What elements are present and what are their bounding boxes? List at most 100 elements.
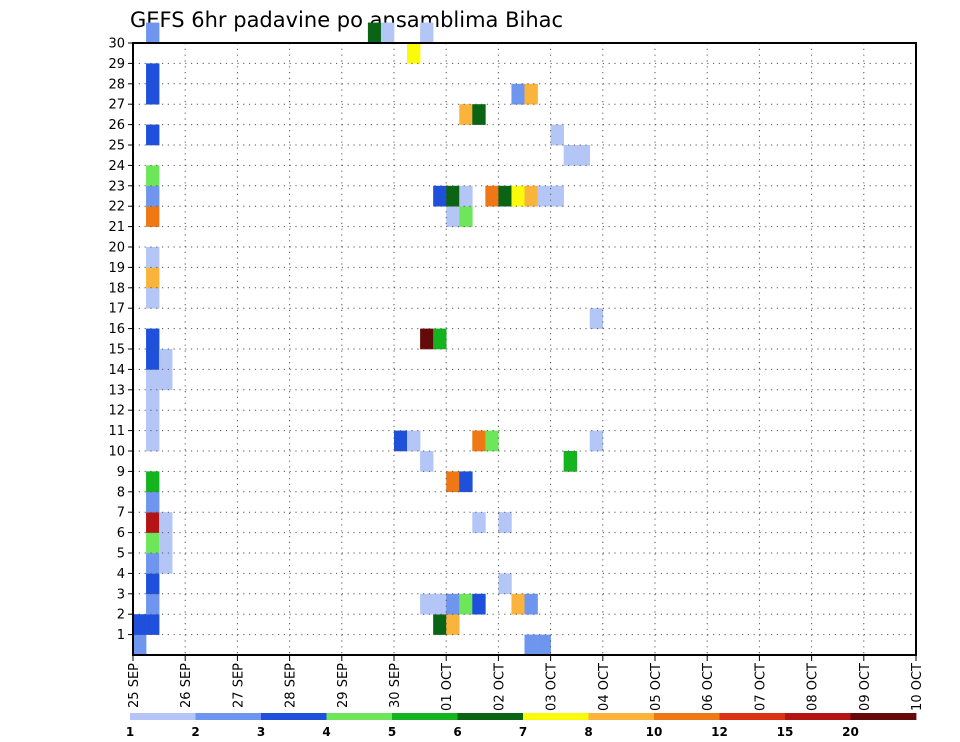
heatmap-cell	[420, 328, 434, 350]
y-tick-label: 7	[117, 506, 125, 521]
heatmap-cell	[367, 22, 382, 44]
heatmap-cell	[146, 491, 160, 513]
heatmap-cell	[472, 104, 486, 125]
heatmap-cell	[146, 165, 160, 187]
x-tick-label: 07 OCT	[753, 663, 768, 711]
colorbar-label: 4	[322, 725, 330, 739]
colorbar-swatch	[654, 713, 720, 720]
heatmap-cell	[524, 593, 538, 615]
colorbar-swatch	[785, 713, 851, 720]
heatmap-cell	[537, 634, 551, 656]
heatmap-cell	[446, 206, 460, 227]
colorbar-label: 5	[388, 725, 396, 739]
x-tick-label: 28 SEP	[284, 663, 299, 708]
x-tick-label: 27 SEP	[231, 663, 246, 708]
heatmap-cell	[472, 512, 486, 533]
heatmap-cell	[459, 471, 473, 493]
heatmap-cell	[550, 124, 564, 146]
heatmap-cell	[159, 532, 173, 554]
heatmap-cell	[146, 185, 160, 207]
heatmap-cell	[511, 83, 525, 105]
heatmap-cell	[420, 22, 434, 44]
colorbar-label: 1	[126, 725, 134, 739]
y-tick-label: 20	[108, 241, 125, 256]
x-tick-label: 30 SEP	[388, 663, 403, 708]
heatmap-cell	[159, 369, 173, 391]
y-tick-label: 12	[108, 404, 125, 419]
colorbar-label: 6	[453, 725, 461, 739]
heatmap-cell	[146, 22, 160, 44]
x-axis-ticks: 25 SEP 26 SEP 27 SEP 28 SEP 29 SEP 30 SEP 01 O…	[127, 655, 925, 711]
y-tick-label: 24	[108, 159, 125, 174]
y-tick-label: 6	[117, 526, 125, 541]
y-tick-label: 16	[108, 322, 125, 337]
heatmap-cell	[576, 145, 591, 166]
colorbar-label: 3	[257, 725, 265, 739]
y-tick-label: 4	[117, 567, 125, 582]
y-tick-label: 25	[108, 139, 125, 154]
colorbar-label: 2	[191, 725, 199, 739]
y-tick-label: 21	[108, 220, 125, 235]
colorbar-swatch	[392, 713, 458, 720]
y-tick-label: 18	[108, 281, 125, 296]
heatmap-cell	[146, 471, 160, 493]
y-tick-label: 23	[108, 179, 125, 194]
y-tick-label: 3	[117, 587, 125, 602]
heatmap-cell	[146, 369, 160, 391]
heatmap-cell	[498, 512, 512, 533]
y-tick-label: 1	[117, 628, 125, 643]
heatmap-cell	[446, 471, 460, 493]
colorbar-label: 7	[519, 725, 527, 739]
heatmap-cell	[407, 430, 421, 452]
y-tick-label: 8	[117, 485, 125, 500]
heatmap-cell	[589, 308, 604, 329]
colorbar-swatch	[850, 713, 917, 720]
heatmap-cell	[133, 614, 147, 635]
heatmap-cell	[524, 83, 538, 105]
y-axis-ticks: 1234567891011121314151617181920212223242…	[108, 37, 133, 643]
x-tick-label: 25 SEP	[127, 663, 142, 708]
heatmap-cell	[524, 634, 538, 656]
x-tick-label: 09 OCT	[858, 663, 873, 711]
heatmap-cell	[146, 124, 160, 146]
plot-frame	[132, 42, 917, 656]
y-tick-label: 17	[108, 302, 125, 317]
heatmap-cell	[146, 328, 160, 350]
heatmap-cell	[472, 430, 486, 452]
heatmap-cell	[498, 573, 512, 595]
colorbar-swatch	[195, 713, 262, 720]
heatmap-cell	[146, 593, 160, 615]
heatmap-cell	[459, 206, 473, 227]
heatmap-cell	[446, 593, 460, 615]
heatmap-cell	[498, 185, 512, 207]
heatmap-cell	[394, 430, 408, 452]
x-tick-label: 03 OCT	[545, 663, 560, 711]
heatmap-cell	[146, 63, 160, 85]
x-tick-label: 29 SEP	[336, 663, 351, 708]
heatmap-cell	[146, 83, 160, 105]
x-tick-label: 05 OCT	[649, 663, 664, 711]
x-tick-label: 10 OCT	[910, 663, 925, 711]
y-tick-label: 28	[108, 77, 125, 92]
y-tick-label: 27	[108, 98, 125, 113]
heatmap-cell	[407, 43, 421, 64]
x-tick-label: 06 OCT	[701, 663, 716, 711]
heatmap-cell	[146, 532, 160, 554]
heatmap-cells	[133, 22, 604, 656]
heatmap-cell	[446, 614, 460, 635]
y-tick-label: 14	[108, 363, 125, 378]
heatmap-cell	[146, 512, 160, 533]
heatmap-cell	[524, 185, 538, 207]
colorbar-swatch	[719, 713, 786, 720]
colorbar-label: 15	[777, 725, 794, 739]
heatmap-cell	[472, 593, 486, 615]
heatmap-cell	[146, 349, 160, 370]
x-tick-label: 08 OCT	[806, 663, 821, 711]
y-tick-label: 26	[108, 118, 125, 133]
colorbar-swatch	[457, 713, 524, 720]
heatmap-cell	[511, 593, 525, 615]
y-tick-label: 30	[108, 37, 125, 52]
y-tick-label: 9	[117, 465, 125, 480]
heatmap-cell	[146, 410, 160, 431]
